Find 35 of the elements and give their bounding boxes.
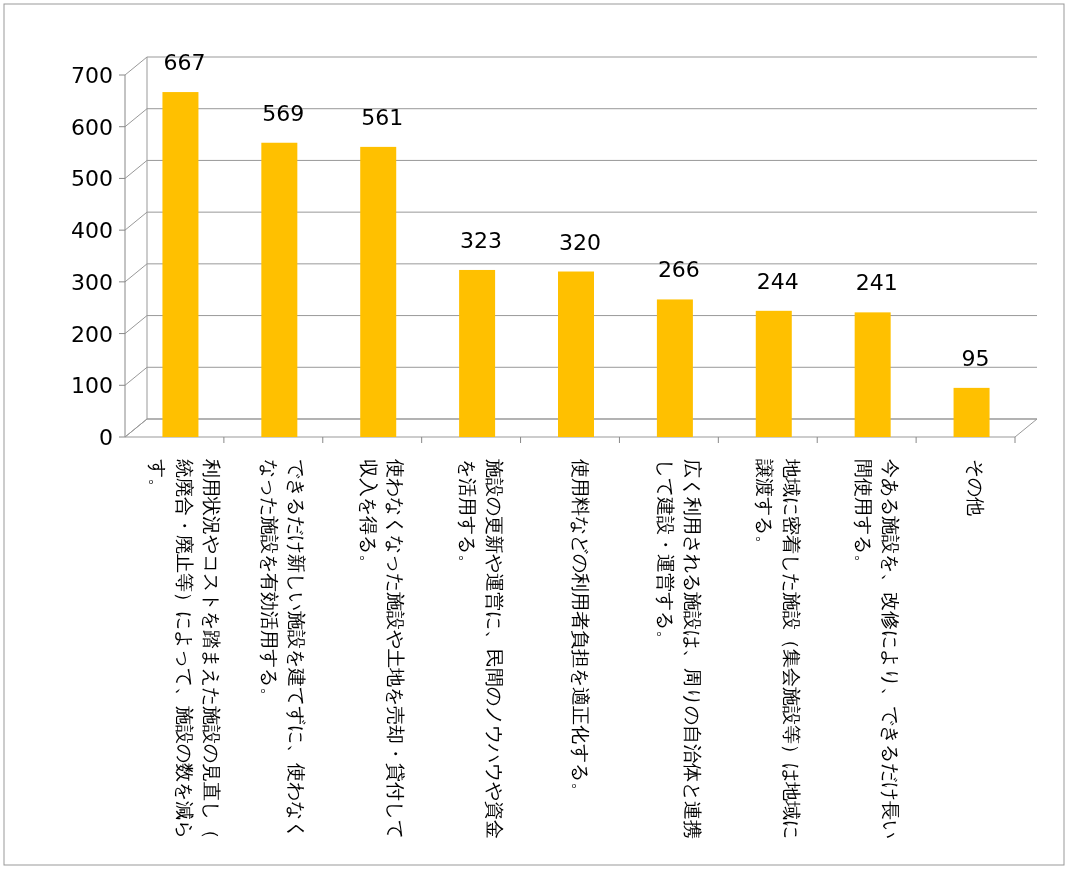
y-tick-label: 500 (71, 166, 113, 192)
data-label: 320 (559, 229, 601, 255)
bar (854, 312, 891, 437)
data-label: 561 (361, 104, 404, 130)
data-label: 241 (855, 270, 898, 296)
y-tick-label: 200 (71, 321, 113, 347)
data-label: 323 (460, 227, 503, 253)
data-label: 569 (262, 100, 305, 126)
bar (360, 146, 397, 437)
x-tick-label: 地域に密着した施設（集会施設等）は地域に譲渡する。 (752, 459, 804, 841)
x-tick-label: 施設の更新や運営に、民間のノウハウや資金を活用する。 (456, 459, 508, 841)
y-tick-label: 700 (71, 63, 113, 88)
y-tick-label: 0 (99, 425, 113, 450)
bar (953, 387, 990, 437)
data-label: 667 (163, 50, 206, 76)
bar (755, 310, 792, 437)
y-tick-label: 600 (71, 114, 113, 140)
bar (656, 299, 693, 437)
data-label: 266 (657, 257, 700, 283)
x-tick-label: 今ある施設を、改修により、できるだけ長い間使用する。 (851, 459, 903, 841)
data-label: 244 (756, 268, 799, 294)
bar (261, 142, 298, 437)
y-tick-label: 400 (71, 218, 113, 244)
bar (459, 269, 496, 437)
bar (162, 92, 199, 437)
x-tick-label: 広く利用される施設は、周りの自治体と連携して建設・運営する。 (653, 459, 705, 841)
x-tick-label: 使わなくなった施設や土地を売却・貸付して収入を得る。 (357, 459, 409, 841)
x-tick-label: 使用料などの利用者負担を適正化する。 (568, 459, 593, 803)
data-label: 95 (961, 345, 990, 371)
bar (558, 271, 594, 437)
y-tick-label: 300 (71, 269, 113, 295)
x-tick-label: できるだけ新しい施設を建てずに、使わなくなった施設を有効活用する。 (258, 459, 310, 841)
x-tick-label: 利用状況やコストを踏まえた施設の見直し（統廃合・廃止等）によって、施設の数を減らす。 (145, 459, 224, 841)
y-tick-label: 100 (71, 373, 113, 399)
x-tick-label: その他 (964, 459, 989, 518)
